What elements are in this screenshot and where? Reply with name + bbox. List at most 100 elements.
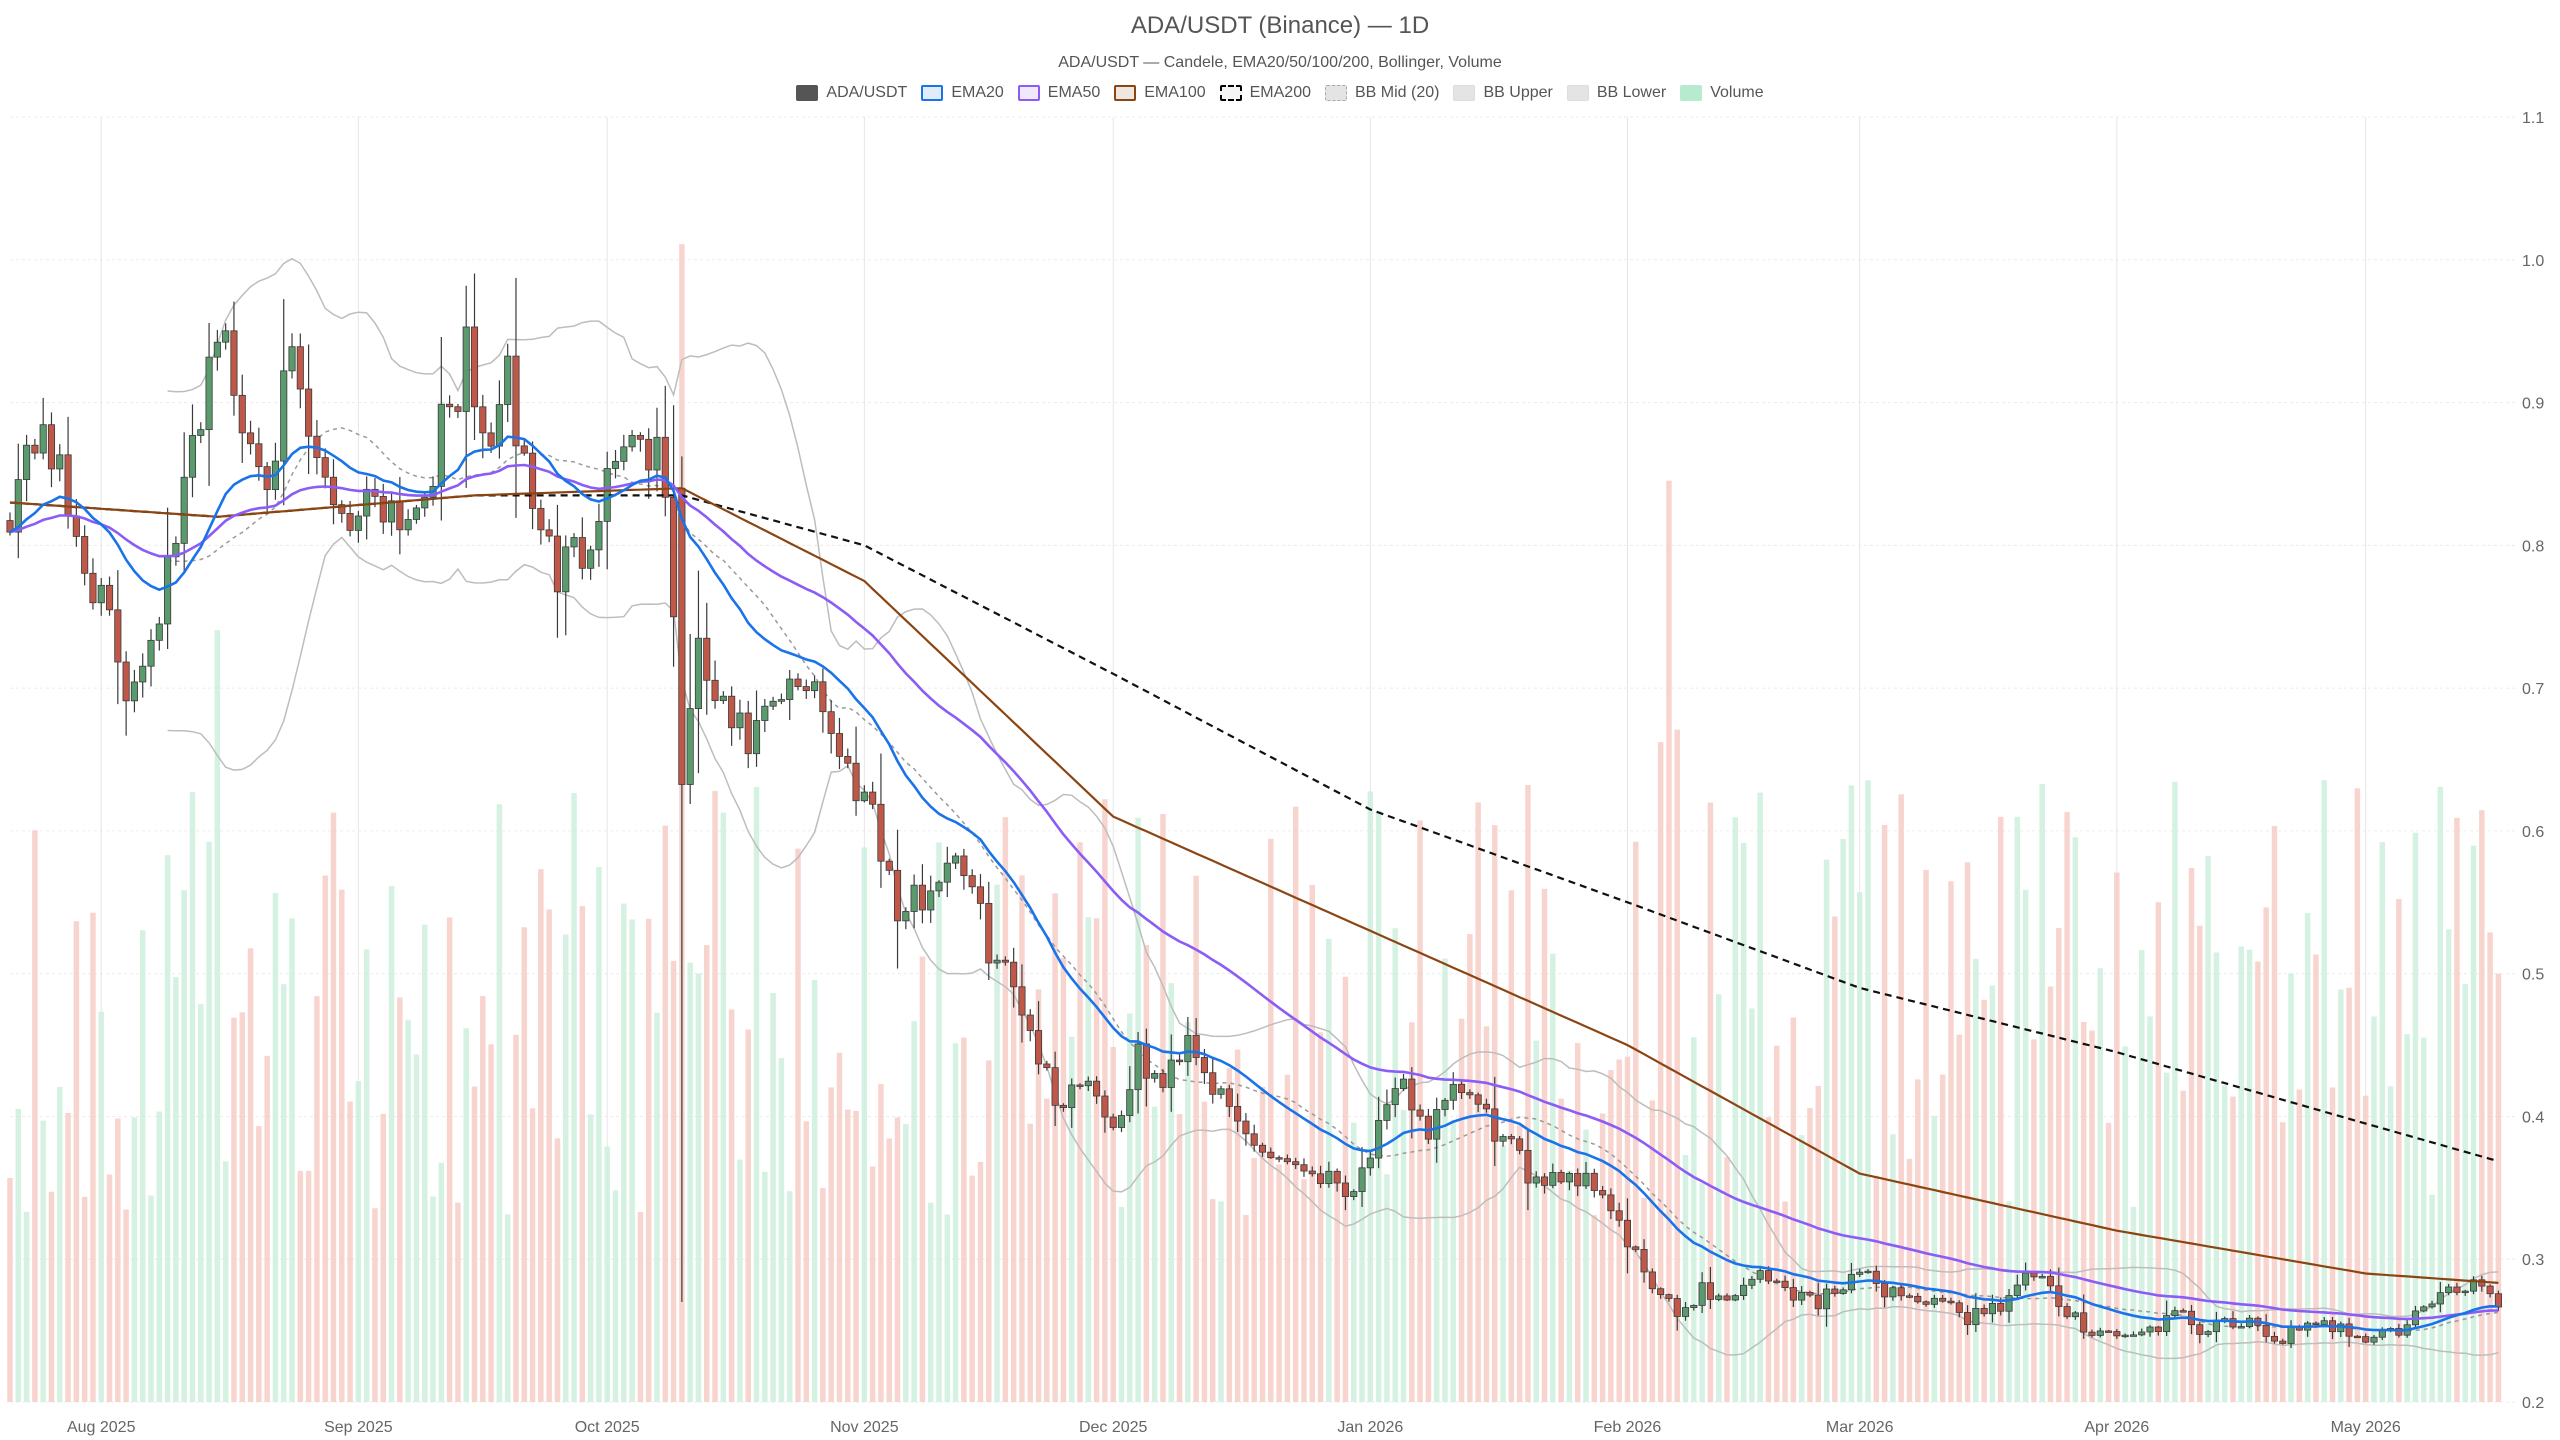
candle [694, 570, 703, 774]
candle [188, 404, 197, 498]
volume-bar [587, 1114, 594, 1402]
candle [711, 660, 719, 709]
candle-body [1640, 1249, 1648, 1273]
legend-item[interactable]: BB Lower [1566, 84, 1666, 102]
legend-item[interactable]: EMA100 [1114, 84, 1206, 102]
candle [1930, 1294, 1938, 1308]
volume-bar [1516, 1125, 1523, 1402]
candle-body [188, 435, 197, 478]
volume-bar [2064, 812, 2070, 1402]
candle-body [2196, 1324, 2204, 1335]
candle [1690, 1304, 1698, 1311]
volume-bar [1218, 1201, 1224, 1402]
candle [520, 440, 528, 456]
legend-item[interactable]: EMA50 [1017, 84, 1100, 102]
candle [1657, 1287, 1665, 1299]
candle-body [2171, 1310, 2179, 1316]
volume-bar [1052, 893, 1058, 1402]
volume-bar [2271, 825, 2278, 1402]
candle [512, 277, 520, 518]
volume-bar [1500, 1145, 1506, 1402]
candle-body [545, 529, 553, 537]
candle-body [1283, 1158, 1291, 1163]
volume-bar [1765, 1117, 1772, 1402]
candle [147, 629, 155, 687]
volume-bar [280, 984, 287, 1402]
legend-item[interactable]: BB Upper [1453, 84, 1553, 102]
candle [1963, 1305, 1972, 1335]
candle-body [2105, 1330, 2113, 1333]
candle [105, 576, 114, 616]
candle-body [213, 341, 221, 358]
candle-body [869, 791, 877, 805]
candle [1234, 1093, 1242, 1133]
volume-bar [2205, 855, 2211, 1402]
volume-bar [314, 996, 320, 1402]
volume-bar [405, 1019, 411, 1402]
volume-bar [1948, 881, 1954, 1402]
candle-body [529, 452, 537, 509]
candle-body [2345, 1323, 2353, 1337]
candle [1449, 1072, 1457, 1110]
candle-body [1258, 1144, 1267, 1153]
volume-bar [828, 1087, 834, 1402]
candle [1325, 1161, 1333, 1188]
candle [230, 301, 238, 416]
candle-body [2154, 1326, 2162, 1333]
candle-body [976, 886, 985, 904]
candle-body [1623, 1219, 1632, 1248]
candle-body [238, 394, 246, 434]
candle [686, 634, 694, 805]
x-tick-label: May 2026 [2331, 1419, 2401, 1436]
candle [1134, 1031, 1142, 1114]
legend-label: BB Mid (20) [1355, 84, 1440, 101]
legend-item[interactable]: Volume [1680, 84, 1764, 102]
candle-body [918, 884, 926, 911]
legend-item[interactable]: BB Mid (20) [1325, 84, 1439, 102]
candle-body [1084, 1080, 1092, 1087]
volume-bar [65, 1112, 71, 1402]
volume-bar [845, 1109, 851, 1402]
volume-bar [98, 1011, 104, 1402]
legend-item[interactable]: EMA20 [921, 84, 1004, 102]
volume-bar [2163, 1072, 2170, 1402]
candle-body [1441, 1099, 1449, 1110]
candle [2105, 1329, 2113, 1333]
candle [1026, 1009, 1034, 1042]
volume-bar [32, 830, 38, 1402]
candle-body [1209, 1072, 1217, 1095]
candle-body [1424, 1115, 1432, 1140]
y-tick-label: 0.7 [2522, 681, 2544, 698]
volume-bar [446, 917, 453, 1402]
candle [1623, 1198, 1632, 1274]
chart-subtitle: ADA/USDT — Candele, EMA20/50/100/200, Bo… [1058, 54, 1502, 71]
candle-body [296, 346, 304, 390]
legend-item[interactable]: EMA200 [1219, 84, 1311, 102]
volume-bar [189, 792, 196, 1402]
volume-bar [438, 1162, 445, 1402]
volume-bar [397, 997, 403, 1402]
volume-bar [330, 812, 337, 1402]
candle [1416, 1104, 1424, 1121]
candle-body [1001, 959, 1009, 963]
candle [1972, 1293, 1980, 1332]
volume-bar [1176, 1114, 1183, 1402]
candle-body [1391, 1088, 1399, 1106]
candle-body [1740, 1284, 1748, 1297]
candle-body [2353, 1335, 2361, 1339]
candle-body [1399, 1078, 1408, 1089]
candle [553, 504, 562, 638]
legend-label: EMA100 [1144, 84, 1206, 101]
volume-bar [272, 892, 279, 1402]
volume-bar [1425, 1125, 1432, 1402]
candle-body [1482, 1103, 1491, 1110]
candle-body [2038, 1276, 2046, 1279]
legend-item[interactable]: ADA/USDT [796, 84, 907, 102]
candle-body [1151, 1073, 1159, 1079]
volume-bar [836, 1052, 843, 1402]
volume-bar [662, 825, 669, 1402]
candle [1034, 1001, 1043, 1075]
candle-body [2362, 1336, 2370, 1343]
volume-bar [654, 1012, 660, 1402]
candle-body [1242, 1120, 1250, 1135]
